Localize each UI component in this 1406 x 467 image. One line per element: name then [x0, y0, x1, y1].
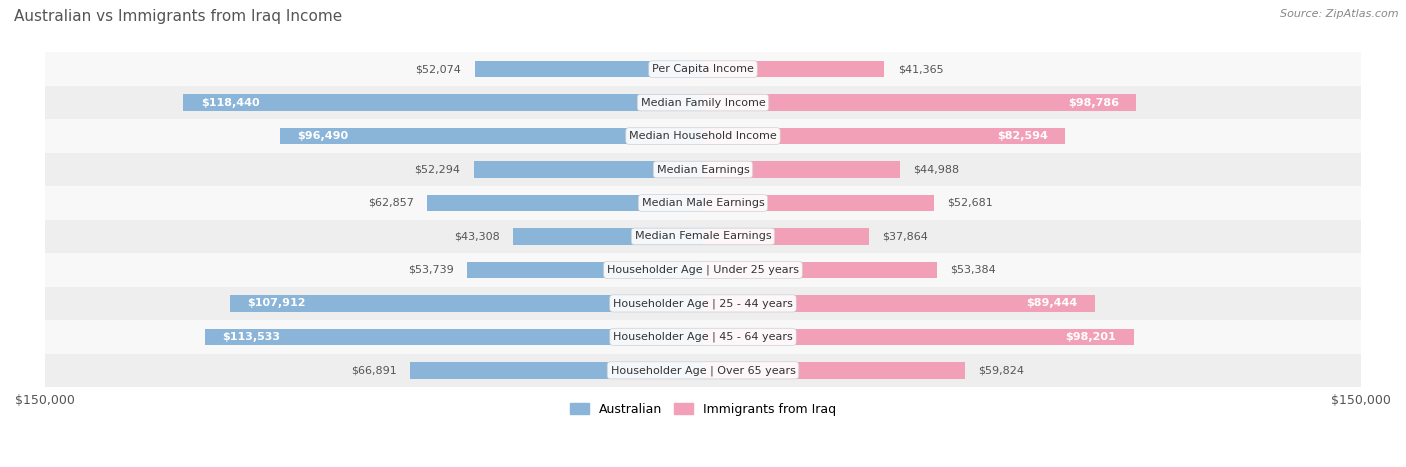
Text: Householder Age | 45 - 64 years: Householder Age | 45 - 64 years — [613, 332, 793, 342]
Bar — [703, 61, 884, 78]
Bar — [703, 362, 966, 379]
Text: Median Male Earnings: Median Male Earnings — [641, 198, 765, 208]
Text: Australian vs Immigrants from Iraq Income: Australian vs Immigrants from Iraq Incom… — [14, 9, 342, 24]
Bar — [475, 61, 703, 78]
Bar — [703, 94, 1136, 111]
Bar — [229, 295, 703, 312]
Bar — [45, 86, 1361, 119]
Text: $113,533: $113,533 — [222, 332, 280, 342]
Text: Median Family Income: Median Family Income — [641, 98, 765, 107]
Bar — [427, 195, 703, 212]
Bar — [474, 161, 703, 178]
Text: $96,490: $96,490 — [297, 131, 349, 141]
Bar — [467, 262, 703, 278]
Text: Median Household Income: Median Household Income — [628, 131, 778, 141]
Bar — [703, 328, 1133, 345]
Text: $59,824: $59,824 — [979, 365, 1025, 375]
Text: $52,681: $52,681 — [948, 198, 993, 208]
Text: $53,384: $53,384 — [950, 265, 995, 275]
Text: $44,988: $44,988 — [914, 164, 960, 175]
Bar — [45, 219, 1361, 253]
Bar — [45, 287, 1361, 320]
Text: Source: ZipAtlas.com: Source: ZipAtlas.com — [1281, 9, 1399, 19]
Text: Median Earnings: Median Earnings — [657, 164, 749, 175]
Text: $98,201: $98,201 — [1066, 332, 1116, 342]
Text: $43,308: $43,308 — [454, 232, 501, 241]
Text: Householder Age | Under 25 years: Householder Age | Under 25 years — [607, 265, 799, 275]
Text: $62,857: $62,857 — [368, 198, 415, 208]
Bar — [45, 153, 1361, 186]
Bar — [409, 362, 703, 379]
Text: $41,365: $41,365 — [897, 64, 943, 74]
Text: $52,074: $52,074 — [416, 64, 461, 74]
Text: $89,444: $89,444 — [1026, 298, 1078, 308]
Text: Median Female Earnings: Median Female Earnings — [634, 232, 772, 241]
Text: $37,864: $37,864 — [883, 232, 928, 241]
Bar — [45, 186, 1361, 219]
Text: $52,294: $52,294 — [415, 164, 460, 175]
Bar — [183, 94, 703, 111]
Bar — [703, 262, 938, 278]
Text: Per Capita Income: Per Capita Income — [652, 64, 754, 74]
Text: $66,891: $66,891 — [350, 365, 396, 375]
Text: Householder Age | Over 65 years: Householder Age | Over 65 years — [610, 365, 796, 375]
Legend: Australian, Immigrants from Iraq: Australian, Immigrants from Iraq — [565, 398, 841, 421]
Text: $98,786: $98,786 — [1067, 98, 1119, 107]
Bar — [45, 320, 1361, 354]
Bar — [703, 295, 1095, 312]
Bar — [45, 52, 1361, 86]
Bar — [513, 228, 703, 245]
Bar — [703, 127, 1066, 144]
Bar — [45, 354, 1361, 387]
Bar — [703, 195, 934, 212]
Bar — [280, 127, 703, 144]
Bar — [45, 119, 1361, 153]
Text: $118,440: $118,440 — [201, 98, 260, 107]
Bar — [45, 253, 1361, 287]
Bar — [703, 161, 900, 178]
Text: $82,594: $82,594 — [997, 131, 1047, 141]
Text: $107,912: $107,912 — [247, 298, 305, 308]
Bar — [205, 328, 703, 345]
Text: $53,739: $53,739 — [408, 265, 454, 275]
Bar — [703, 228, 869, 245]
Text: Householder Age | 25 - 44 years: Householder Age | 25 - 44 years — [613, 298, 793, 309]
